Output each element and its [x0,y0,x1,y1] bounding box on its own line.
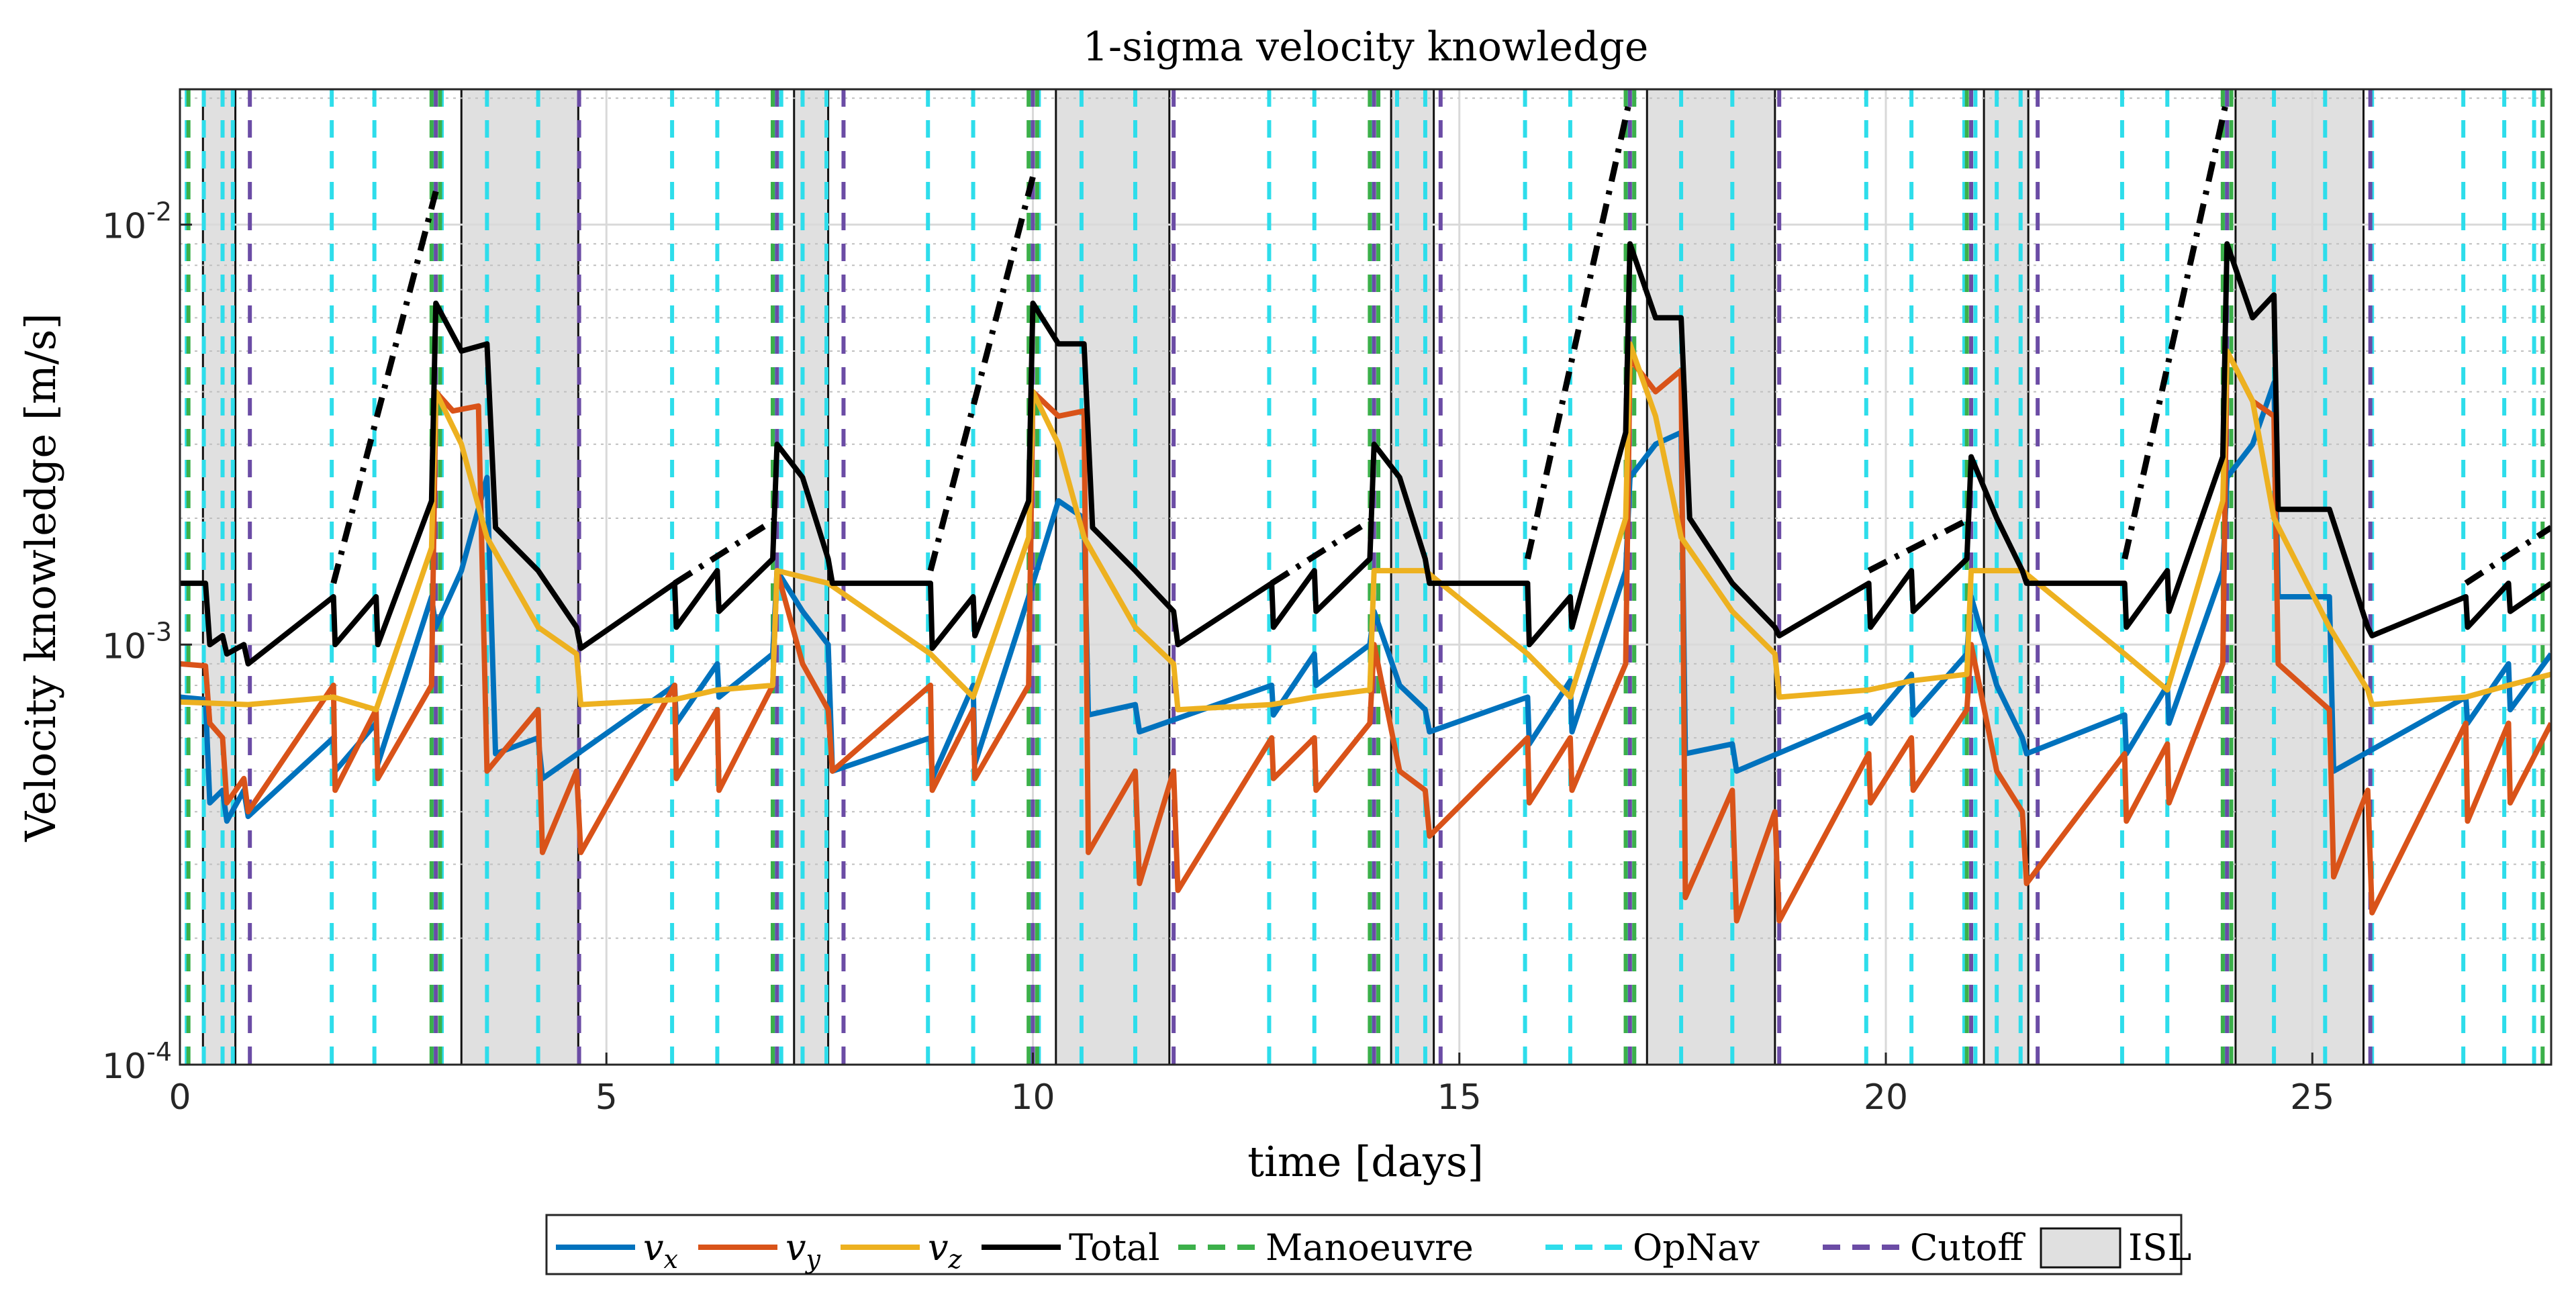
legend-label-vz: vz [928,1226,963,1274]
isl-window-0 [201,89,237,1065]
x-axis-label: time [days] [1247,1137,1484,1186]
legend-item-cutoff: Cutoff [1823,1226,2025,1269]
legend-label-manoeuvre: Manoeuvre [1266,1226,1474,1269]
legend-item-opnav: OpNav [1545,1226,1760,1269]
x-tick-label: 0 [169,1077,191,1118]
event-lines [185,89,2545,1065]
legend: vx vy vz Total Manoeuvre OpNav Cutoff ISL [545,1214,2191,1275]
total-extrapolation-7 [2464,525,2551,586]
series-total [180,241,2551,667]
legend-label-opnav: OpNav [1633,1226,1760,1269]
y-axis-label: Velocity knowledge [m/s] [16,313,65,842]
legend-item-vy: vy [698,1226,821,1274]
series-vz [180,341,2551,713]
isl-window-3 [1055,89,1171,1065]
total-extrapolation-4 [1525,97,1633,560]
total-extrapolation-0 [330,190,439,585]
legend-item-vx: vx [556,1226,678,1274]
total-extrapolation-2 [927,176,1036,572]
x-tick-label: 15 [1437,1077,1482,1118]
x-tick-label: 5 [595,1077,618,1118]
y-tick-label: 10-4 [102,1037,172,1087]
series-vy [180,348,2551,924]
isl-window-1 [460,89,579,1065]
legend-item-isl: ISL [2040,1226,2191,1269]
total-extrapolation-5 [1867,515,1973,574]
total-extrapolation-6 [2121,97,2230,560]
legend-swatch-isl [2040,1227,2121,1269]
total-extrapolation-1 [673,516,779,586]
legend-label-total: Total [1069,1226,1160,1269]
legend-item-manoeuvre: Manoeuvre [1178,1226,1474,1269]
y-axis-ticks: 10-4 10-3 10-2 [102,197,192,1087]
chart-title: 1-sigma velocity knowledge [1083,23,1649,70]
x-tick-label: 20 [1864,1077,1908,1118]
legend-box [545,1214,2183,1275]
legend-item-total: Total [982,1226,1160,1269]
data-series [180,97,2551,924]
isl-window-7 [2234,89,2365,1065]
legend-label-vx: vx [643,1226,678,1274]
y-tick-label: 10-3 [102,617,172,667]
legend-item-vz: vz [841,1226,963,1274]
legend-label-isl: ISL [2128,1226,2191,1269]
legend-label-vy: vy [785,1226,821,1274]
total-extrapolation-3 [1270,516,1376,586]
x-tick-label: 25 [2290,1077,2334,1118]
y-tick-label: 10-2 [102,197,172,247]
x-tick-label: 10 [1010,1077,1055,1118]
legend-label-cutoff: Cutoff [1910,1226,2025,1269]
plot-frame [179,88,2553,1066]
x-axis-ticks: 0 5 10 15 20 25 [169,1053,2334,1118]
